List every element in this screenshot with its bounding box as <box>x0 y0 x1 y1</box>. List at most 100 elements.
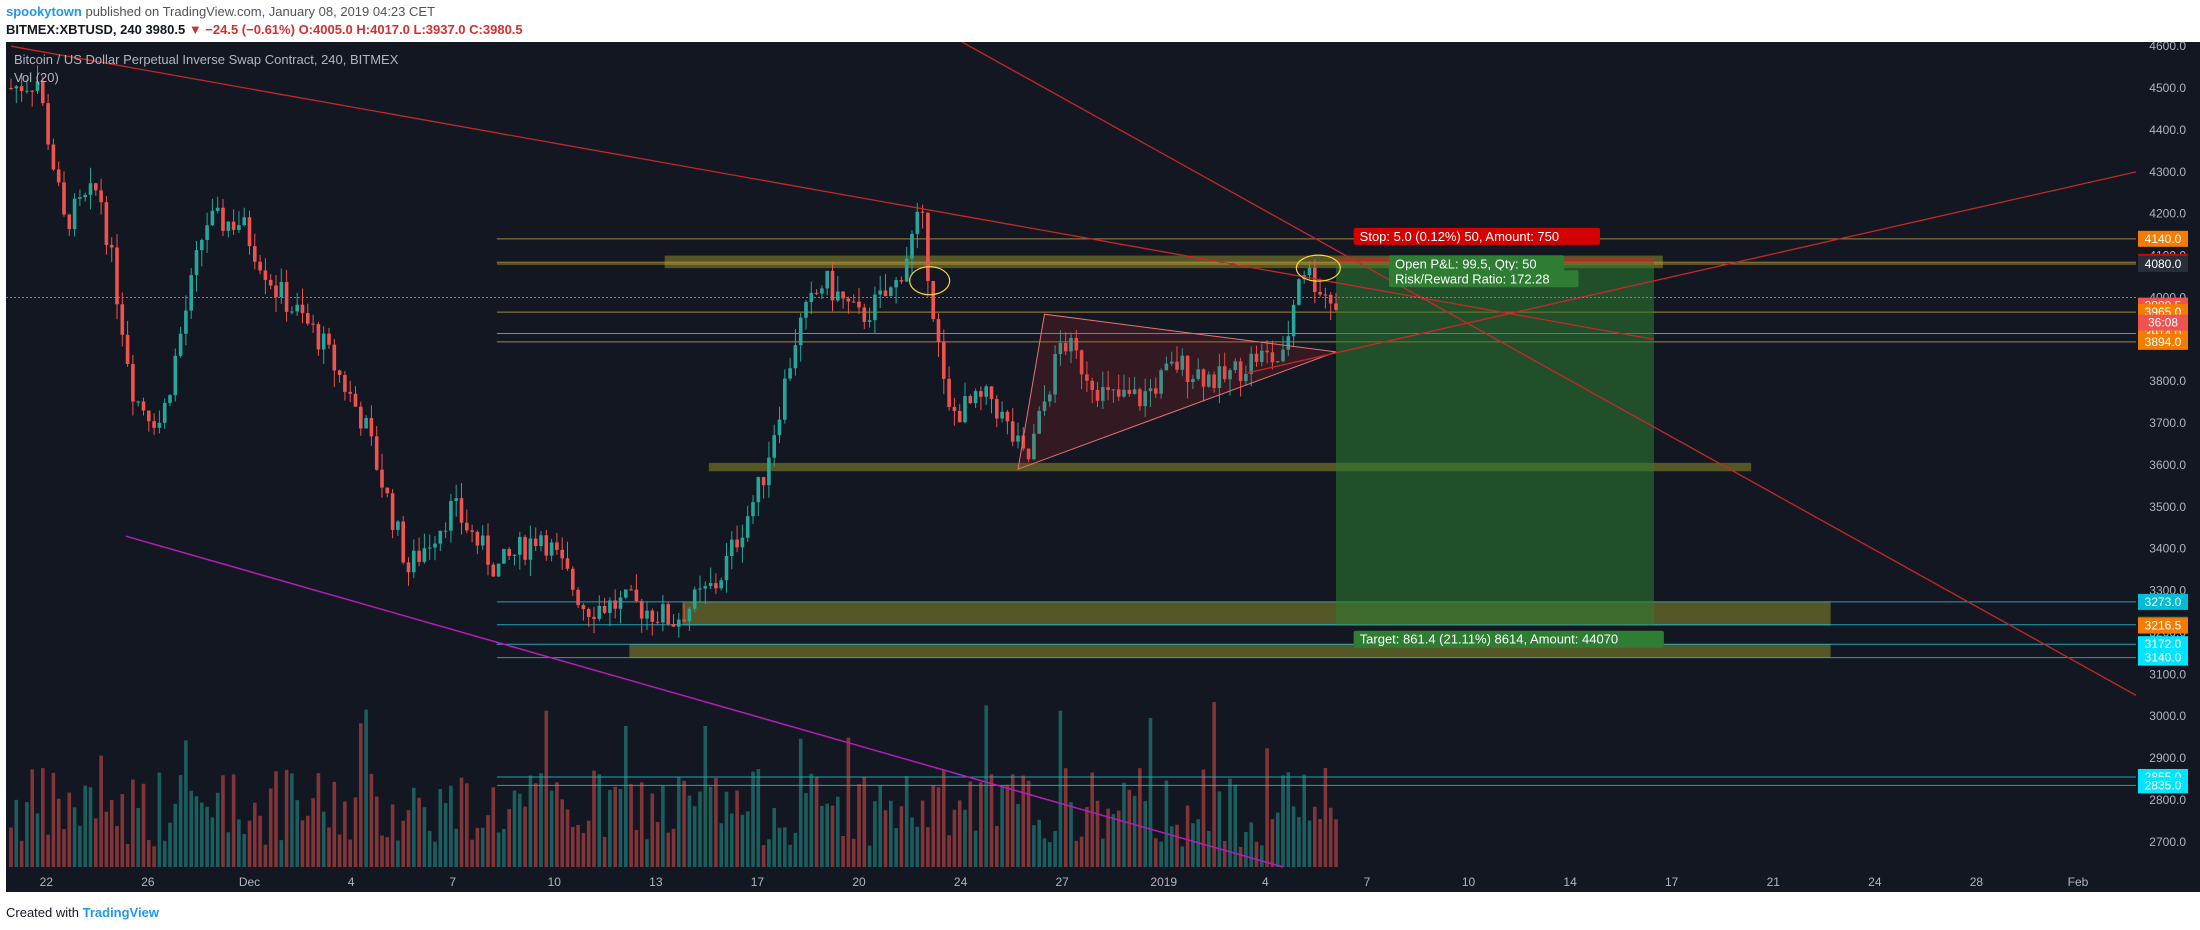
y-axis-tick: 3600.0 <box>2149 458 2186 472</box>
tradingview-logo[interactable]: TradingView <box>82 905 159 920</box>
candle-body <box>1021 435 1026 449</box>
volume-bar <box>841 835 845 867</box>
y-axis-tick: 3800.0 <box>2149 374 2186 388</box>
candle-body <box>1275 361 1280 363</box>
candle-body <box>120 304 125 335</box>
candle-body <box>284 282 289 312</box>
volume-bar <box>1201 769 1206 867</box>
author-name[interactable]: spookytown <box>6 4 82 19</box>
published-info: published on TradingView.com, January 08… <box>85 4 436 19</box>
candle-body <box>629 589 633 591</box>
candle-body <box>1079 350 1084 375</box>
volume-bar <box>613 786 617 867</box>
candle-body <box>841 291 845 299</box>
candle-body <box>486 535 490 565</box>
candle-body <box>576 589 580 606</box>
volume-bar <box>1032 825 1036 867</box>
candle-body <box>1132 389 1137 394</box>
candle-body <box>1260 350 1264 362</box>
volume-bar <box>942 770 946 867</box>
volume-bar <box>417 797 421 867</box>
candle-body <box>571 568 575 590</box>
x-axis-tick: 26 <box>141 875 155 889</box>
volume-bar <box>30 769 34 867</box>
volume-bar <box>1138 768 1142 867</box>
volume-bar <box>777 827 782 867</box>
candle-body <box>1244 373 1248 382</box>
candle-body <box>99 190 103 203</box>
candle-body <box>14 86 19 89</box>
x-axis-tick: 22 <box>40 875 54 889</box>
volume-bar <box>708 786 713 867</box>
chart-area[interactable]: Stop: 5.0 (0.12%) 50, Amount: 750 Open P&… <box>6 3 2200 892</box>
candle-body <box>936 319 941 342</box>
candle-body <box>1228 370 1232 380</box>
candle-body <box>957 410 962 423</box>
candle-body <box>968 396 973 404</box>
candle-body <box>1307 267 1312 276</box>
candle-body <box>608 600 612 613</box>
volume-bar <box>184 740 188 867</box>
candle-body <box>1016 435 1020 442</box>
volume-bar <box>385 837 390 867</box>
candle-body <box>374 436 379 470</box>
symbol-line: BITMEX:XBTUSD, 240 3980.5 ▼ −24.5 (−0.61… <box>6 22 523 37</box>
candle-body <box>1053 354 1057 395</box>
candle-body <box>247 217 252 247</box>
volume-bar <box>1222 841 1227 867</box>
volume-bar <box>215 792 220 867</box>
volume-bar <box>634 830 639 867</box>
candle-body <box>523 536 527 560</box>
candle-body <box>777 419 782 436</box>
candle-body <box>348 391 352 394</box>
candle-body <box>528 538 533 560</box>
volume-bar <box>936 787 941 867</box>
volume-bar <box>242 833 246 867</box>
candle-body <box>1085 374 1089 381</box>
volume-bar <box>109 800 114 867</box>
volume-bar <box>692 806 697 867</box>
x-axis-tick: 7 <box>1364 875 1371 889</box>
candle-body <box>67 214 72 230</box>
volume-bar <box>756 769 761 867</box>
candle-body <box>820 288 824 294</box>
volume-bar <box>1281 775 1285 867</box>
volume-bar <box>703 726 708 867</box>
volume-bar <box>730 813 734 867</box>
x-axis-tick: 4 <box>1262 875 1269 889</box>
volume-bar <box>221 775 225 867</box>
candle-body <box>995 399 999 419</box>
volume-bar <box>984 705 988 867</box>
candle-body <box>1313 267 1317 292</box>
candle-body <box>613 600 617 609</box>
volume-bar <box>1042 838 1047 867</box>
volume-bar <box>602 837 607 867</box>
volume-bar <box>862 776 867 867</box>
candle-body <box>857 301 861 308</box>
candle-body <box>788 368 792 379</box>
volume-bar <box>205 806 209 867</box>
volume-bar <box>698 791 702 867</box>
candle-body <box>343 375 347 392</box>
volume-bar <box>502 828 506 867</box>
volume-bar <box>438 789 443 867</box>
svg-text:Risk/Reward Ratio: 172.28: Risk/Reward Ratio: 172.28 <box>1395 271 1550 286</box>
volume-bar <box>141 783 146 867</box>
price-label: 3273.0 <box>2145 595 2182 609</box>
highlight-circle <box>909 266 951 296</box>
candle-body <box>597 605 602 619</box>
volume-bar <box>1164 780 1169 867</box>
candle-body <box>639 601 644 619</box>
price-chart[interactable]: Stop: 5.0 (0.12%) 50, Amount: 750 Open P&… <box>6 3 2200 892</box>
candle-body <box>332 344 337 371</box>
candle-body <box>867 320 872 322</box>
candle-body <box>1101 387 1105 401</box>
candle-body <box>226 221 231 231</box>
created-with-label: Created with <box>6 905 79 920</box>
candle-body <box>136 401 140 403</box>
volume-bar <box>1143 801 1147 867</box>
candle-body <box>502 549 506 564</box>
candle-body <box>926 212 930 282</box>
candle-body <box>851 301 856 303</box>
svg-text:Stop: 5.0 (0.12%) 50, Amount:: Stop: 5.0 (0.12%) 50, Amount: 750 <box>1360 229 1559 244</box>
